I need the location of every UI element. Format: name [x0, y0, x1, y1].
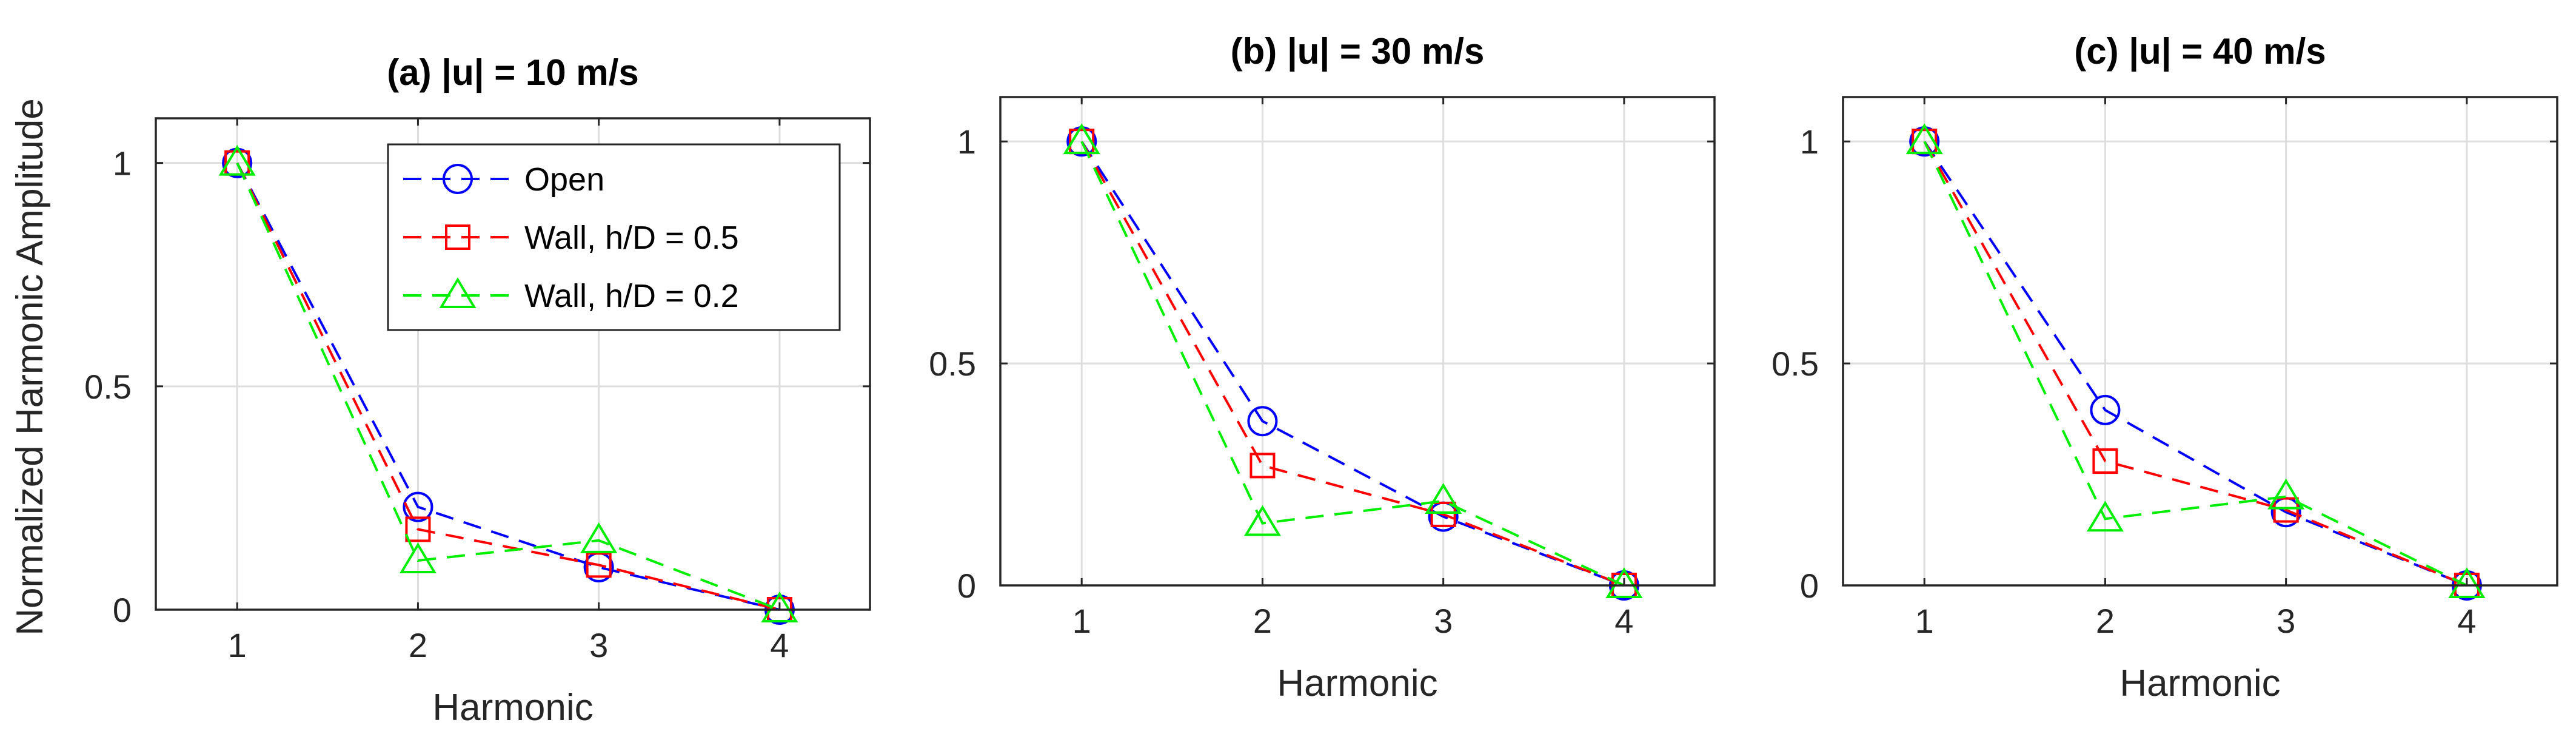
- data-point: [586, 552, 612, 578]
- data-point: [2086, 500, 2124, 532]
- legend-entry: Open: [403, 161, 604, 198]
- x-tick-label: 1: [228, 626, 247, 664]
- series-line: [236, 162, 780, 611]
- series-line: [1080, 141, 1625, 587]
- x-tick-label: 1: [1915, 602, 1934, 640]
- series-3: [1063, 123, 1643, 598]
- legend-entry: Wall, h/D = 0.2: [403, 277, 739, 314]
- x-tick-label: 2: [409, 626, 427, 664]
- y-tick-label: 0.5: [929, 345, 976, 383]
- series-line: [236, 162, 780, 611]
- data-point: [2090, 394, 2121, 425]
- plot-area: [1843, 97, 2557, 585]
- chart-panel-2: 1 2 3 4 0 0.5 1 (b) |u| = 30 m/s Harmonic: [929, 31, 1716, 704]
- legend-marker: [443, 164, 473, 194]
- y-tick-label: 1: [113, 144, 132, 183]
- data-point: [403, 491, 433, 522]
- chart-panel-3: 1 2 3 4 0 0.5 1 (c) |u| = 40 m/s Harmonic: [1771, 31, 2558, 704]
- legend-entry: Wall, h/D = 0.5: [403, 220, 739, 256]
- x-tick-label: 1: [1072, 602, 1091, 640]
- series-line: [1923, 141, 2467, 587]
- legend-marker: [445, 224, 470, 250]
- series-3: [1905, 123, 2486, 598]
- data-point: [2448, 567, 2486, 598]
- data-point: [399, 542, 437, 573]
- x-tick-label: 4: [2457, 602, 2476, 640]
- data-point: [1063, 123, 1100, 155]
- x-tick-label: 3: [589, 626, 608, 664]
- legend-label: Open: [524, 161, 604, 198]
- figure-y-axis-label: Normalized Harmonic Amplitude: [9, 98, 51, 636]
- chart-title: (a) |u| = 10 m/s: [387, 52, 638, 93]
- data-point: [1247, 406, 1278, 437]
- y-tick-label: 0: [1800, 567, 1819, 605]
- data-point: [1605, 567, 1643, 598]
- y-tick-label: 0: [957, 567, 976, 605]
- axes-frame: [155, 117, 871, 611]
- data-point: [580, 522, 618, 553]
- series-line: [1080, 141, 1625, 587]
- series-line: [1923, 141, 2467, 587]
- legend-marker: [439, 277, 477, 308]
- data-point: [405, 516, 431, 542]
- data-point: [1430, 501, 1456, 527]
- x-tick-label: 3: [2277, 602, 2295, 640]
- data-point: [1243, 505, 1281, 536]
- data-point: [1905, 123, 1943, 155]
- x-tick-label: 2: [1253, 602, 1272, 640]
- y-tick-label: 0.5: [1771, 345, 1819, 383]
- y-tick-label: 0: [113, 591, 132, 629]
- data-point: [1425, 483, 1462, 514]
- legend-label: Wall, h/D = 0.5: [524, 220, 739, 256]
- axes-frame: [1842, 96, 2558, 587]
- data-point: [2273, 497, 2299, 523]
- series-3: [218, 144, 798, 622]
- y-tick-label: 1: [957, 123, 976, 161]
- data-point: [2267, 478, 2305, 510]
- x-tick-label: 2: [2096, 602, 2115, 640]
- chart-title: (b) |u| = 30 m/s: [1231, 31, 1485, 72]
- x-axis-label: Harmonic: [432, 687, 593, 729]
- x-tick-label: 4: [1614, 602, 1633, 640]
- plot-area: [1000, 97, 1715, 585]
- y-tick-label: 0.5: [84, 368, 132, 406]
- x-tick-label: 4: [770, 626, 789, 664]
- legend: Open Wall, h/D = 0.5 Wall, h/D = 0.2: [387, 143, 841, 331]
- data-point: [761, 591, 798, 622]
- y-tick-label: 1: [1800, 123, 1819, 161]
- x-tick-label: 3: [1434, 602, 1453, 640]
- chart-title: (c) |u| = 40 m/s: [2074, 31, 2326, 72]
- axes-frame: [999, 96, 1716, 587]
- legend-label: Wall, h/D = 0.2: [524, 278, 739, 314]
- x-axis-label: Harmonic: [2119, 662, 2280, 704]
- data-point: [1250, 453, 1276, 479]
- data-point: [2092, 448, 2118, 474]
- x-axis-label: Harmonic: [1277, 662, 1437, 704]
- data-point: [218, 144, 256, 176]
